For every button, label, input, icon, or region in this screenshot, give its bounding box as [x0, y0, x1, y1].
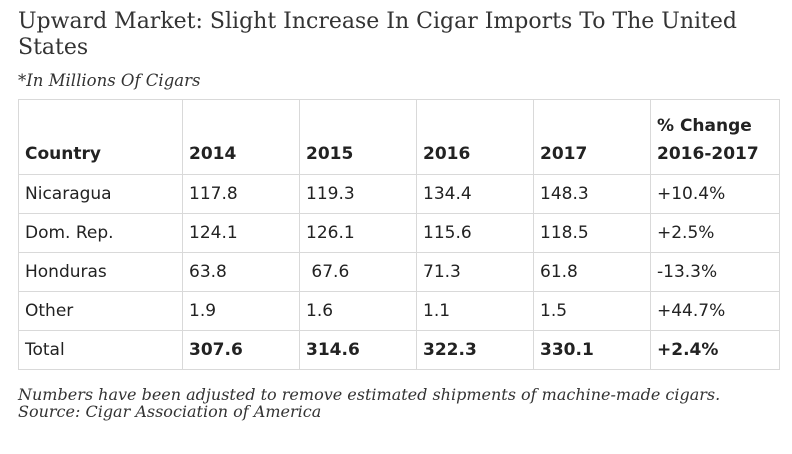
cell-pct-change: +2.4% — [650, 330, 780, 370]
header-country: Country — [18, 99, 183, 175]
subtitle: *In Millions Of Cigars — [18, 71, 201, 90]
cell-country: Other — [18, 291, 183, 331]
header-2016: 2016 — [416, 99, 534, 175]
cell-2017: 1.5 — [533, 291, 651, 331]
cell-country: Total — [18, 330, 183, 370]
cell-2016: 71.3 — [416, 252, 534, 292]
cell-pct-change: +2.5% — [650, 213, 780, 253]
cell-2015: 67.6 — [299, 252, 417, 292]
table-header-row: Country 2014 2015 2016 2017 % Change 201… — [18, 99, 780, 175]
table-row: Dom. Rep. 124.1 126.1 115.6 118.5 +2.5% — [18, 213, 780, 253]
header-2015: 2015 — [299, 99, 417, 175]
header-pct-change: % Change 2016-2017 — [650, 99, 780, 175]
table-row: Nicaragua 117.8 119.3 134.4 148.3 +10.4% — [18, 174, 780, 214]
cell-2014: 63.8 — [182, 252, 300, 292]
table-row: Other 1.9 1.6 1.1 1.5 +44.7% — [18, 291, 780, 331]
cell-country: Dom. Rep. — [18, 213, 183, 253]
footnotes: Numbers have been adjusted to remove est… — [18, 386, 778, 420]
table-row-total: Total 307.6 314.6 322.3 330.1 +2.4% — [18, 330, 780, 370]
page-title: Upward Market: Slight Increase In Cigar … — [18, 9, 737, 60]
cigar-imports-table: Country 2014 2015 2016 2017 % Change 201… — [18, 99, 780, 370]
source-note: Source: Cigar Association of America — [18, 402, 322, 421]
adjustment-note: Numbers have been adjusted to remove est… — [18, 385, 721, 404]
table-row: Honduras 63.8 67.6 71.3 61.8 -13.3% — [18, 252, 780, 292]
cell-2015: 119.3 — [299, 174, 417, 214]
cell-2017: 118.5 — [533, 213, 651, 253]
cell-2016: 115.6 — [416, 213, 534, 253]
cell-pct-change: -13.3% — [650, 252, 780, 292]
cell-country: Nicaragua — [18, 174, 183, 214]
cell-2016: 322.3 — [416, 330, 534, 370]
cell-2017: 61.8 — [533, 252, 651, 292]
header-2014: 2014 — [182, 99, 300, 175]
cell-2015: 126.1 — [299, 213, 417, 253]
cell-2017: 148.3 — [533, 174, 651, 214]
cell-2016: 134.4 — [416, 174, 534, 214]
cell-2016: 1.1 — [416, 291, 534, 331]
cell-2017: 330.1 — [533, 330, 651, 370]
cell-2014: 307.6 — [182, 330, 300, 370]
cell-2014: 124.1 — [182, 213, 300, 253]
cell-2014: 1.9 — [182, 291, 300, 331]
cell-2014: 117.8 — [182, 174, 300, 214]
cell-2015: 1.6 — [299, 291, 417, 331]
cell-pct-change: +44.7% — [650, 291, 780, 331]
cell-pct-change: +10.4% — [650, 174, 780, 214]
header-2017: 2017 — [533, 99, 651, 175]
cell-2015: 314.6 — [299, 330, 417, 370]
cell-country: Honduras — [18, 252, 183, 292]
